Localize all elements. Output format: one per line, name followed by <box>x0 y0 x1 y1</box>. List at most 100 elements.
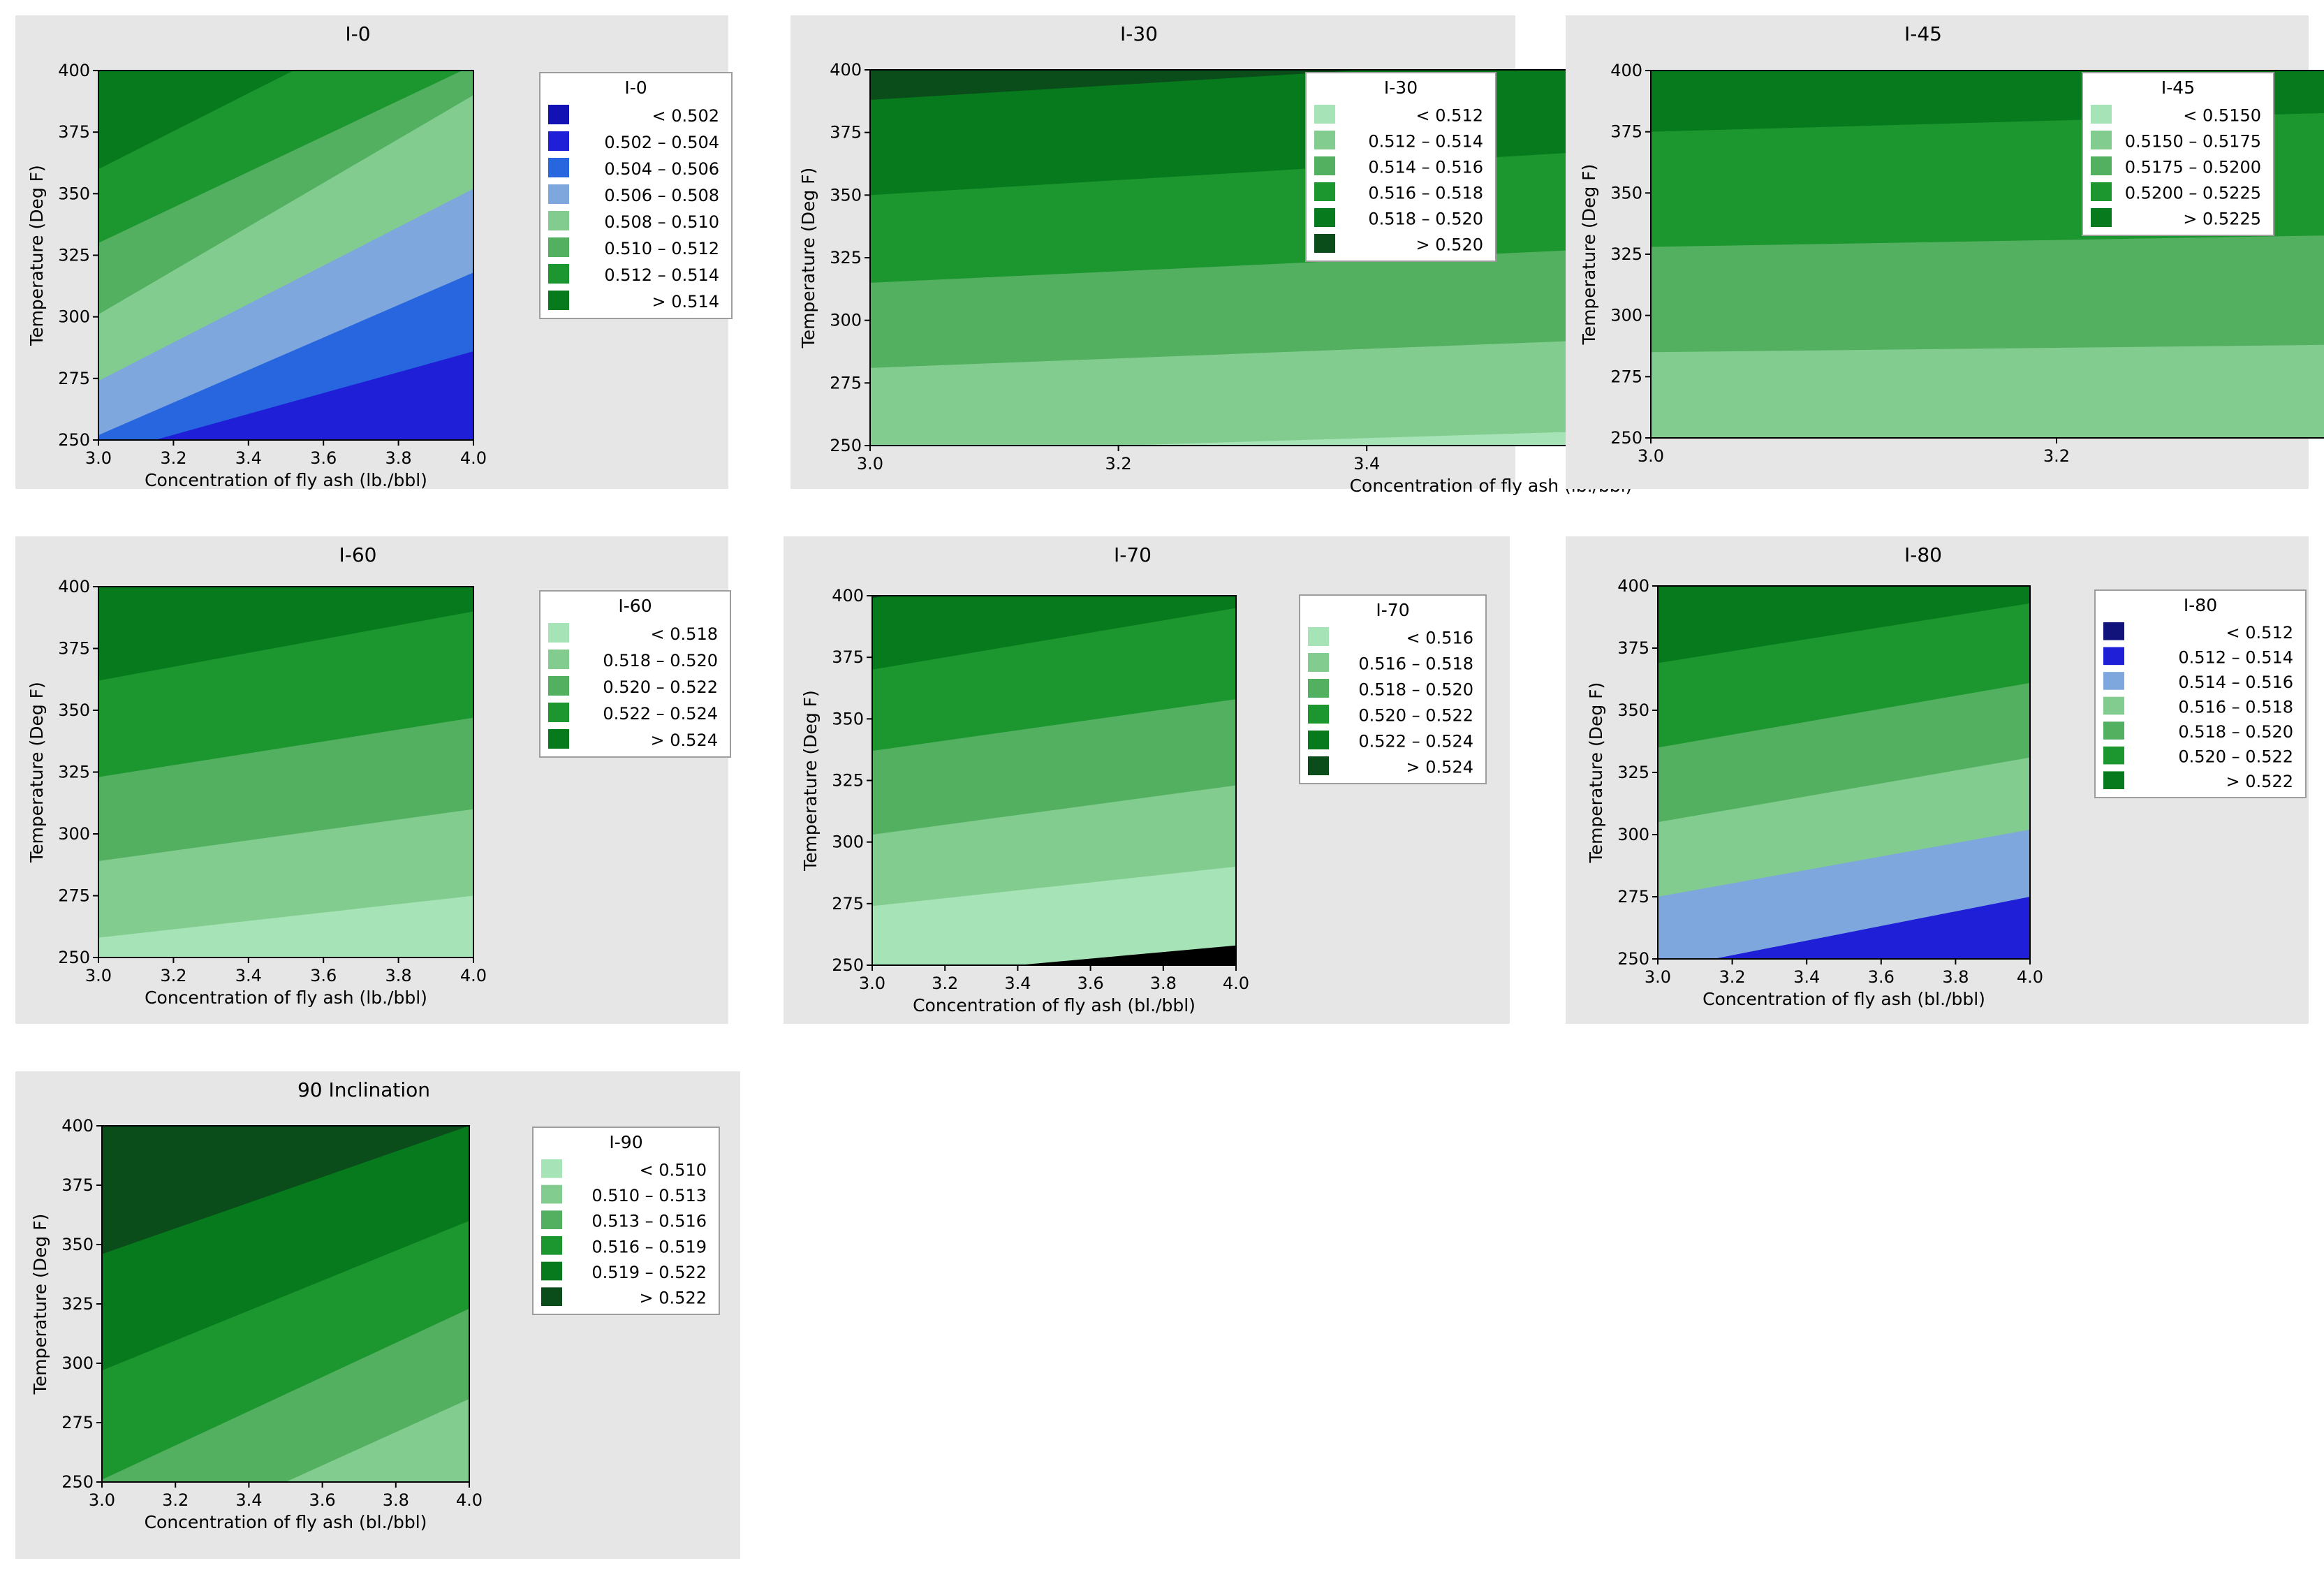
chart-1-ytick-label: 400 <box>830 60 862 80</box>
chart-3-legend-swatch <box>548 623 569 643</box>
chart-1-legend-title: I-30 <box>1384 78 1418 98</box>
chart-3-xlabel: Concentration of fly ash (lb./bbl) <box>145 988 427 1008</box>
chart-6-contours <box>102 1126 469 1482</box>
chart-3-legend-swatch <box>548 729 569 749</box>
chart-2-ytick-label: 300 <box>1610 306 1642 325</box>
chart-0-legend-swatch <box>548 237 569 257</box>
chart-4-legend-swatch <box>1308 731 1329 749</box>
chart-1-ytick-label: 350 <box>830 185 862 205</box>
chart-4-title: I-70 <box>1114 543 1152 566</box>
chart-3-ytick-label: 350 <box>58 700 90 720</box>
chart-4-region-1 <box>872 866 1236 965</box>
chart-4-xtick-label: 4.0 <box>1223 974 1249 993</box>
chart-4-xtick-label: 3.6 <box>1078 974 1104 993</box>
chart-1-ytick-label: 250 <box>830 436 862 455</box>
chart-0-legend-label: 0.508 – 0.510 <box>604 212 719 232</box>
chart-0-title: I-0 <box>345 22 370 45</box>
chart-0-legend-label: 0.510 – 0.512 <box>604 239 719 258</box>
chart-4-ytick-label: 300 <box>832 832 864 852</box>
chart-4-ytick-label: 275 <box>832 894 864 914</box>
chart-1-legend-swatch <box>1314 156 1335 175</box>
chart-0-ytick-label: 300 <box>58 307 90 327</box>
chart-3-xtick-label: 3.2 <box>160 966 186 985</box>
chart-5-legend-swatch <box>2103 622 2124 640</box>
chart-5-legend-swatch <box>2103 647 2124 666</box>
chart-1-ytick-label: 325 <box>830 248 862 267</box>
chart-3-ytick-label: 250 <box>58 948 90 967</box>
chart-6-xtick-label: 3.4 <box>235 1490 262 1510</box>
chart-2-ytick-label: 375 <box>1610 122 1642 142</box>
chart-3-ytick-label: 275 <box>58 886 90 906</box>
chart-0-legend-swatch <box>548 264 569 284</box>
chart-0-contours <box>98 71 473 440</box>
chart-6-ytick-label: 375 <box>61 1175 94 1195</box>
chart-3-legend-swatch <box>548 703 569 722</box>
chart-3-title: I-60 <box>339 543 377 566</box>
chart-3: I-60 3.0 3.2 3.4 3.6 3.8 4.0 250 275 300 325 350 375… <box>15 536 731 1024</box>
chart-3-ytick-label: 400 <box>58 577 90 596</box>
chart-5-ytick-label: 275 <box>1617 887 1649 907</box>
chart-4-xlabel: Concentration of fly ash (bl./bbl) <box>913 995 1196 1015</box>
chart-5-xtick-label: 3.8 <box>1942 967 1969 987</box>
chart-4-contours <box>872 596 1236 965</box>
chart-2-ytick-label: 400 <box>1610 61 1642 80</box>
chart-0-ylabel: Temperature (Deg F) <box>27 165 47 346</box>
chart-6-title: 90 Inclination <box>297 1078 430 1101</box>
chart-1-legend <box>1305 72 1496 262</box>
chart-2-legend <box>2082 72 2274 236</box>
chart-5-legend-label: 0.516 – 0.518 <box>2178 698 2293 717</box>
chart-2-title: I-45 <box>1904 22 1942 45</box>
chart-5-ytick-label: 400 <box>1617 576 1649 596</box>
chart-5-legend-label: 0.512 – 0.514 <box>2178 647 2293 667</box>
chart-5-contours <box>1658 586 2030 959</box>
chart-6-ytick-label: 400 <box>61 1116 94 1136</box>
chart-4-ytick-label: 400 <box>832 586 864 606</box>
chart-2-ytick-label: 325 <box>1610 244 1642 264</box>
chart-5-legend-swatch <box>2103 721 2124 740</box>
chart-1-legend-label: 0.514 – 0.516 <box>1368 158 1483 177</box>
chart-5-ytick-label: 350 <box>1617 700 1649 720</box>
chart-2-legend-label: 0.5150 – 0.5175 <box>2125 132 2261 152</box>
chart-1-legend-swatch <box>1314 105 1335 124</box>
chart-4-legend <box>1299 594 1487 784</box>
chart-4-legend-swatch <box>1308 653 1329 672</box>
chart-5-legend-swatch <box>2103 771 2124 789</box>
chart-4-legend-label: > 0.524 <box>1406 758 1473 777</box>
chart-3-xtick-label: 3.4 <box>235 966 262 985</box>
chart-2-ytick-label: 350 <box>1610 183 1642 203</box>
chart-0-legend-swatch <box>548 158 569 177</box>
chart-1-legend-label: 0.518 – 0.520 <box>1368 210 1483 229</box>
chart-6-legend-label: < 0.510 <box>640 1160 707 1180</box>
chart-3-legend-label: 0.518 – 0.520 <box>603 651 718 670</box>
chart-6-ytick-label: 325 <box>61 1294 94 1314</box>
chart-4-legend-swatch <box>1308 756 1329 775</box>
chart-5-ytick-label: 300 <box>1617 825 1649 844</box>
chart-0-legend-swatch <box>548 131 569 151</box>
chart-2-ytick-label: 250 <box>1610 428 1642 448</box>
chart-4-xtick-label: 3.8 <box>1150 974 1177 993</box>
chart-4-legend-swatch <box>1308 627 1329 646</box>
chart-5-ytick-label: 325 <box>1617 763 1649 782</box>
chart-6-legend-title: I-90 <box>609 1132 642 1152</box>
chart-0-region-0 <box>98 351 473 440</box>
chart-6-legend-swatch <box>541 1236 562 1255</box>
chart-6-ytick-label: 300 <box>61 1353 94 1373</box>
chart-6-legend-label: 0.510 – 0.513 <box>591 1186 707 1205</box>
chart-0-ytick-label: 350 <box>58 184 90 203</box>
chart-6-xtick-label: 3.8 <box>383 1490 409 1510</box>
chart-4-xtick-label: 3.4 <box>1004 974 1031 993</box>
chart-3-legend-swatch <box>548 676 569 696</box>
chart-4: I-70 3.0 3.2 3.4 3.6 3.8 4.0 250 275 300 325 350 375… <box>784 536 1510 1024</box>
chart-6-xlabel: Concentration of fly ash (bl./bbl) <box>145 1512 427 1532</box>
chart-6-ytick-label: 350 <box>61 1235 94 1254</box>
chart-2-legend-swatch <box>2091 156 2112 175</box>
chart-0-ytick-label: 250 <box>58 430 90 450</box>
chart-4-ytick-label: 350 <box>832 709 864 728</box>
chart-4-legend-title: I-70 <box>1376 600 1409 620</box>
chart-0-legend-label: > 0.514 <box>652 292 719 311</box>
chart-5-ytick-label: 250 <box>1617 949 1649 969</box>
chart-0-ytick-label: 275 <box>58 369 90 388</box>
chart-5-legend-title: I-80 <box>2184 595 2217 615</box>
chart-6-legend-swatch <box>541 1159 562 1178</box>
